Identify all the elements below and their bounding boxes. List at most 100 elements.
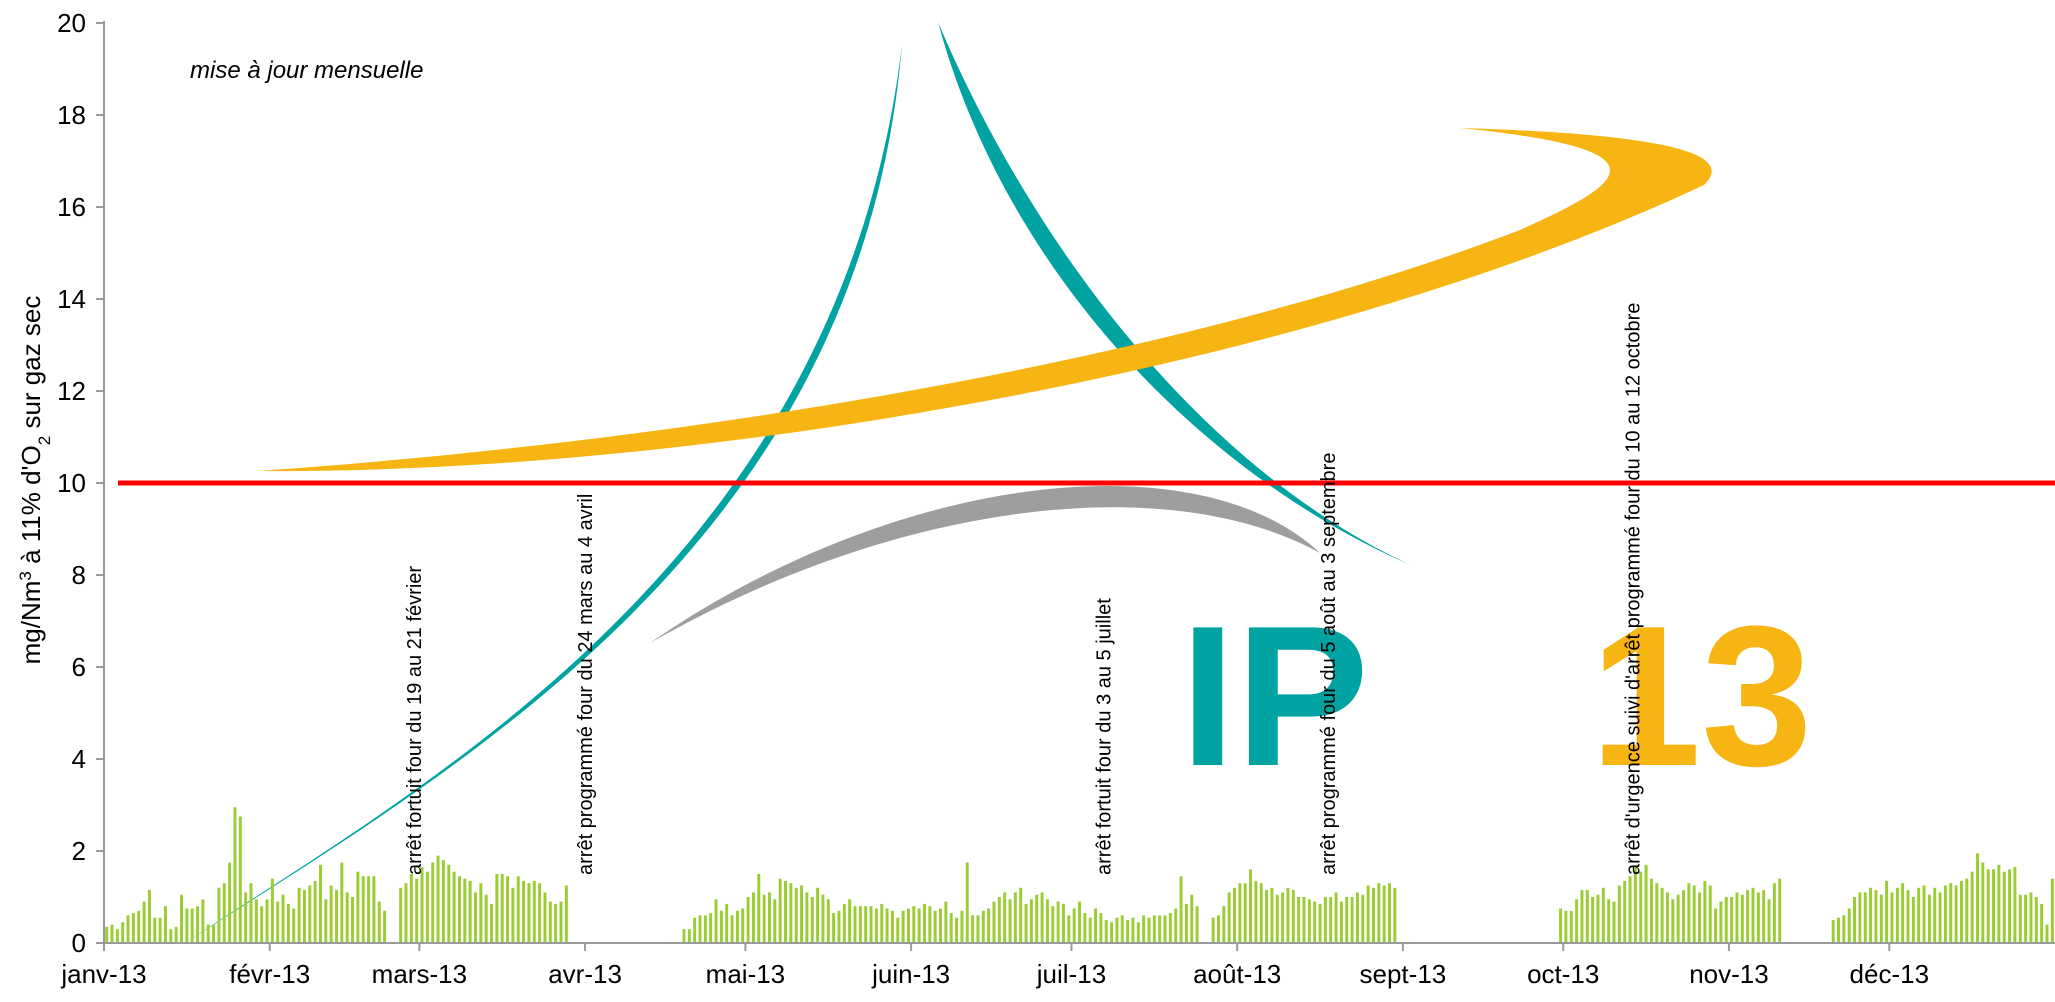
bar bbox=[1195, 906, 1199, 943]
bar bbox=[1265, 890, 1269, 943]
bar bbox=[1099, 913, 1103, 943]
bar bbox=[158, 917, 162, 943]
bar bbox=[981, 910, 985, 943]
bar bbox=[1158, 915, 1162, 943]
bar bbox=[233, 807, 237, 943]
y-axis-label-sub: 2 bbox=[35, 436, 54, 445]
bar bbox=[1345, 897, 1349, 943]
bar bbox=[1035, 894, 1039, 943]
bar bbox=[997, 897, 1001, 943]
bar bbox=[1959, 880, 1963, 943]
bar bbox=[212, 924, 216, 943]
bar bbox=[1617, 885, 1621, 943]
bar bbox=[1024, 903, 1028, 943]
bar bbox=[276, 901, 280, 943]
logo-gold-arc bbox=[258, 128, 1712, 472]
bar bbox=[1211, 917, 1215, 943]
bar bbox=[1901, 883, 1905, 943]
bar bbox=[2018, 894, 2022, 943]
bar bbox=[1666, 892, 1669, 943]
x-tick-label: févr-13 bbox=[229, 959, 310, 989]
bar bbox=[1190, 894, 1194, 943]
bar bbox=[377, 901, 381, 943]
bar bbox=[1174, 908, 1178, 943]
y-tick-label: 18 bbox=[57, 100, 86, 130]
bar bbox=[709, 913, 713, 943]
logo-ip-text: IP bbox=[1180, 585, 1369, 808]
bar bbox=[142, 901, 146, 943]
bar bbox=[463, 878, 467, 943]
bar bbox=[1756, 892, 1760, 943]
y-axis-label-pre: mg/Nm bbox=[16, 581, 46, 665]
bar bbox=[789, 883, 793, 943]
bar bbox=[1366, 885, 1370, 943]
bar bbox=[1110, 922, 1114, 943]
bar bbox=[1179, 876, 1183, 943]
bar bbox=[1393, 887, 1397, 943]
bar bbox=[1580, 890, 1584, 943]
bar bbox=[286, 903, 290, 943]
bar bbox=[228, 862, 232, 943]
bar bbox=[1730, 897, 1734, 943]
bar bbox=[1350, 897, 1354, 943]
bar bbox=[180, 894, 183, 943]
bar bbox=[335, 890, 338, 943]
y-tick-label: 0 bbox=[72, 928, 86, 958]
bar bbox=[169, 929, 173, 943]
bar bbox=[874, 908, 878, 943]
bar bbox=[399, 887, 403, 943]
bar bbox=[1339, 901, 1343, 943]
bar bbox=[821, 894, 825, 943]
bar bbox=[1072, 908, 1076, 943]
bar bbox=[452, 871, 456, 943]
bar bbox=[254, 899, 258, 943]
bar bbox=[1372, 887, 1375, 943]
bar bbox=[1131, 917, 1135, 943]
bar bbox=[548, 901, 552, 943]
x-tick-label: déc-13 bbox=[1850, 959, 1930, 989]
bar bbox=[1698, 892, 1702, 943]
bar bbox=[292, 908, 296, 943]
bar bbox=[319, 864, 322, 943]
bar bbox=[703, 915, 707, 943]
bar bbox=[500, 874, 504, 943]
bar bbox=[1633, 867, 1637, 943]
bar bbox=[249, 883, 253, 943]
bar bbox=[340, 862, 344, 943]
x-tick-label: août-13 bbox=[1193, 959, 1281, 989]
bar bbox=[853, 906, 857, 943]
bar bbox=[1243, 883, 1247, 943]
bar bbox=[1168, 913, 1172, 943]
bar bbox=[260, 906, 264, 943]
bar bbox=[730, 915, 734, 943]
bar bbox=[383, 910, 387, 943]
bar bbox=[1585, 890, 1589, 943]
bar bbox=[960, 910, 964, 943]
x-tick-label: nov-13 bbox=[1689, 959, 1769, 989]
bar bbox=[1874, 890, 1878, 943]
y-axis-label-sup: 3 bbox=[16, 571, 35, 580]
bar bbox=[1115, 917, 1119, 943]
bar bbox=[308, 885, 312, 943]
bar bbox=[751, 892, 755, 943]
bar bbox=[131, 913, 135, 943]
bar bbox=[1869, 887, 1873, 943]
stoppage-label: arrêt fortuit four du 3 au 5 juillet bbox=[1094, 598, 1116, 875]
bar bbox=[1318, 903, 1322, 943]
bar bbox=[1056, 901, 1060, 943]
bar bbox=[1751, 887, 1755, 943]
bar bbox=[1660, 887, 1664, 943]
bar bbox=[1270, 887, 1274, 943]
bar bbox=[244, 892, 248, 943]
bar bbox=[1104, 920, 1108, 943]
bar bbox=[1970, 871, 1974, 943]
bar bbox=[1858, 892, 1862, 943]
bar bbox=[121, 922, 125, 943]
bar bbox=[1361, 894, 1365, 943]
bar bbox=[372, 876, 376, 943]
y-axis-label-post: sur gaz sec bbox=[16, 296, 46, 436]
bar bbox=[1088, 917, 1092, 943]
bar bbox=[2024, 894, 2028, 943]
bar bbox=[1682, 890, 1685, 943]
bar bbox=[468, 880, 472, 943]
